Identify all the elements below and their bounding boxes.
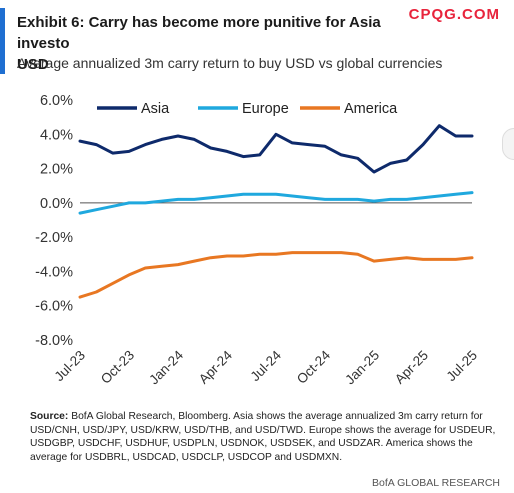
x-tick-label: Oct-23 (98, 348, 137, 387)
x-tick-label: Jul-23 (52, 348, 89, 385)
source-text: BofA Global Research, Bloomberg. Asia sh… (30, 411, 496, 463)
line-chart: 6.0%4.0%2.0%0.0%-2.0%-4.0%-6.0%-8.0%Jul-… (35, 93, 481, 388)
series-line-europe (78, 191, 474, 215)
y-tick-label: -6.0% (35, 299, 73, 315)
y-tick-label: 2.0% (40, 162, 73, 178)
y-tick-label: 0.0% (40, 196, 73, 212)
x-tick-label: Jan-25 (342, 348, 382, 388)
legend-label-europe: Europe (242, 101, 289, 117)
side-scroll-tab[interactable] (502, 128, 514, 160)
source-label: Source: (30, 411, 69, 422)
x-tick-label: Apr-24 (196, 347, 236, 387)
series-line-asia (78, 124, 474, 174)
chart-subtitle: Average annualized 3m carry return to bu… (17, 55, 443, 71)
series-line-america (78, 251, 474, 299)
legend-label-america: America (344, 101, 398, 117)
chart-title-line1: Exhibit 6: Carry has become more punitiv… (17, 14, 381, 52)
source-note: Source: BofA Global Research, Bloomberg.… (30, 410, 500, 464)
watermark: CPQG.COM (406, 6, 502, 23)
title-accent-bar (0, 8, 5, 74)
credit-label: BofA GLOBAL RESEARCH (372, 477, 500, 489)
chart-title-line2: USD (17, 56, 49, 73)
legend-label-asia: Asia (141, 101, 170, 117)
y-tick-label: -2.0% (35, 230, 73, 246)
x-tick-label: Jul-25 (444, 348, 481, 385)
x-tick-label: Jul-24 (248, 347, 285, 384)
x-tick-label: Jan-24 (146, 347, 186, 387)
y-tick-label: -8.0% (35, 333, 73, 349)
y-tick-label: 4.0% (40, 127, 73, 143)
y-tick-label: 6.0% (40, 93, 73, 109)
x-tick-label: Oct-24 (294, 347, 334, 387)
chart-title: Exhibit 6: Carry has become more punitiv… (17, 12, 427, 75)
x-tick-label: Apr-25 (392, 348, 431, 387)
y-tick-label: -4.0% (35, 264, 73, 280)
